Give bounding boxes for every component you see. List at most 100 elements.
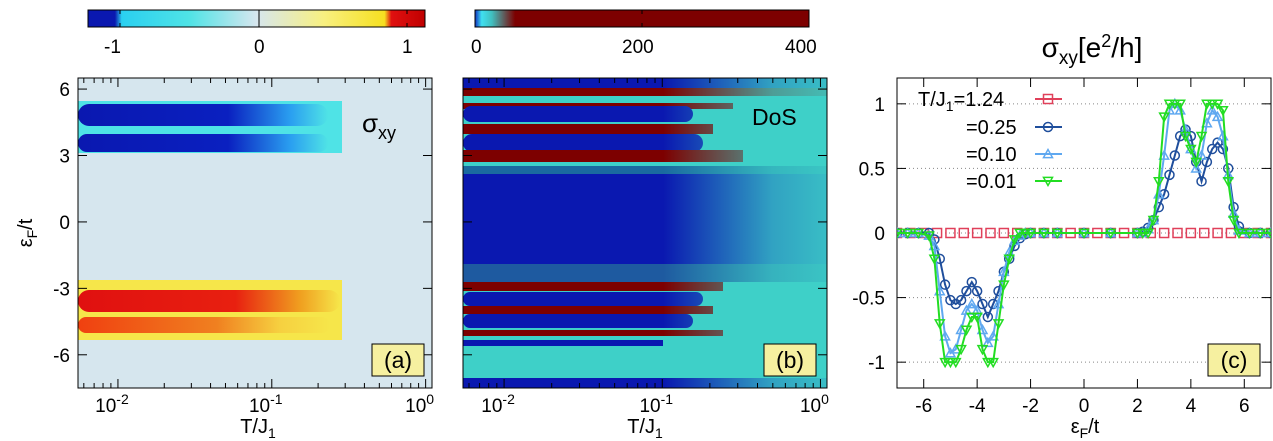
data-point — [1254, 228, 1267, 240]
data-point — [987, 330, 999, 341]
x-axis-label-b: T/J1 — [627, 416, 663, 441]
panel-b-label-box — [763, 343, 817, 377]
data-point — [1042, 147, 1054, 159]
data-point — [998, 227, 1010, 239]
data-point — [1003, 254, 1015, 265]
colorbar-a-ticks — [119, 10, 408, 27]
data-point — [939, 330, 951, 341]
data-point — [1211, 110, 1224, 122]
series-c — [897, 97, 1271, 369]
data-point — [1051, 228, 1064, 240]
data-point — [1211, 99, 1224, 110]
x-tick-label: 100 — [800, 391, 829, 417]
panel-c: σxy[e2/h] 1 0.5 0 -0.5 -1 -6 -4 -2 0 2 4 6 T/J1=1.2… — [852, 31, 1272, 441]
data-point — [945, 227, 956, 239]
colorbar-a-tick-label: 0 — [254, 37, 265, 58]
data-point — [960, 304, 973, 315]
data-point — [923, 231, 935, 242]
data-point — [971, 312, 983, 324]
y-tick-label: -6 — [53, 346, 70, 367]
x-tick-label: 10-1 — [249, 391, 283, 417]
x-tick-label: 6 — [1239, 396, 1250, 417]
data-point — [1008, 235, 1021, 246]
panel-a-label: (a) — [384, 347, 412, 373]
y-tick-label: -0.5 — [852, 289, 885, 310]
data-point — [1201, 156, 1213, 168]
data-point — [1265, 228, 1271, 240]
y-axis-label-a: εF/t — [15, 218, 40, 247]
series-line — [897, 102, 1271, 364]
panel-b-title: DoS — [752, 104, 797, 130]
axis-ticks-b: 10-2 10-1 100 — [463, 78, 829, 417]
data-point — [985, 227, 996, 239]
data-point — [1158, 227, 1170, 239]
data-point — [1174, 104, 1186, 115]
data-point — [1185, 227, 1197, 239]
data-point — [933, 319, 946, 330]
series-line — [897, 128, 1271, 320]
panel-a-title: σxy — [362, 108, 396, 143]
data-point — [971, 227, 983, 239]
data-point — [1078, 228, 1090, 240]
heatmap-a — [78, 78, 432, 388]
panel-b-label: (b) — [776, 347, 804, 373]
panel-b: 0 200 400 10-2 10-1 — [462, 9, 829, 441]
panel-c-title: σxy[e2/h] — [1042, 31, 1143, 69]
data-point — [1142, 228, 1154, 240]
x-tick-label: 100 — [405, 391, 434, 417]
data-point — [928, 254, 941, 265]
x-tick-label: 10-1 — [639, 391, 673, 417]
y-tick-label: 3 — [59, 147, 70, 168]
x-tick-label: 4 — [1186, 396, 1197, 417]
data-point — [1198, 227, 1210, 239]
data-point — [982, 311, 994, 323]
data-point — [1042, 176, 1054, 188]
data-point — [1206, 104, 1219, 115]
colorbar-b-tick-label: 0 — [471, 37, 482, 58]
x-tick-label: 2 — [1132, 396, 1143, 417]
data-point — [1169, 150, 1181, 161]
y-tick-label: 0.5 — [859, 159, 885, 180]
colorbar-a-tick-label: 1 — [402, 37, 413, 58]
data-point — [1185, 144, 1197, 156]
y-tick-label: -1 — [868, 353, 885, 374]
x-tick-label: 10-2 — [95, 391, 129, 417]
legend-entry-3: =0.10 — [966, 144, 1017, 166]
plot-frame-a — [77, 77, 433, 389]
data-point — [1147, 215, 1160, 227]
colorbar-a — [87, 9, 426, 28]
legend-markers — [1035, 93, 1062, 188]
data-point — [1179, 131, 1192, 143]
data-point — [971, 285, 983, 297]
heatmap-b — [463, 78, 827, 388]
y-tick-label: 6 — [59, 80, 70, 101]
data-point — [1195, 149, 1208, 160]
panel-a-label-box — [371, 343, 425, 377]
data-point — [998, 280, 1010, 291]
legend-c: T/J1=1.24 =0.25 =0.10 =0.01 — [918, 89, 1062, 193]
data-point — [1243, 228, 1256, 240]
panel-c-label: (c) — [1221, 347, 1248, 373]
colorbar-b-tick-label: 200 — [622, 37, 654, 58]
data-point — [897, 228, 903, 240]
y-tick-label: 0 — [874, 224, 885, 245]
panel-c-label-box — [1207, 343, 1261, 377]
data-point — [955, 294, 967, 306]
data-point — [949, 357, 962, 369]
data-point — [958, 227, 970, 239]
data-point — [1153, 176, 1165, 188]
data-point — [1164, 169, 1175, 181]
data-point — [1038, 228, 1050, 240]
x-tick-label: 10-2 — [481, 391, 515, 417]
x-tick-label: -6 — [915, 396, 932, 417]
data-point — [939, 279, 951, 290]
y-tick-label: 1 — [874, 95, 885, 116]
y-tick-label: -3 — [53, 279, 70, 300]
x-tick-label: -2 — [1022, 396, 1039, 417]
data-point — [976, 323, 989, 335]
x-tick-label: 0 — [1079, 396, 1090, 417]
data-point — [1158, 112, 1170, 123]
data-point — [1190, 162, 1202, 173]
data-point — [1190, 157, 1202, 169]
legend-entry-4: =0.01 — [966, 171, 1017, 193]
